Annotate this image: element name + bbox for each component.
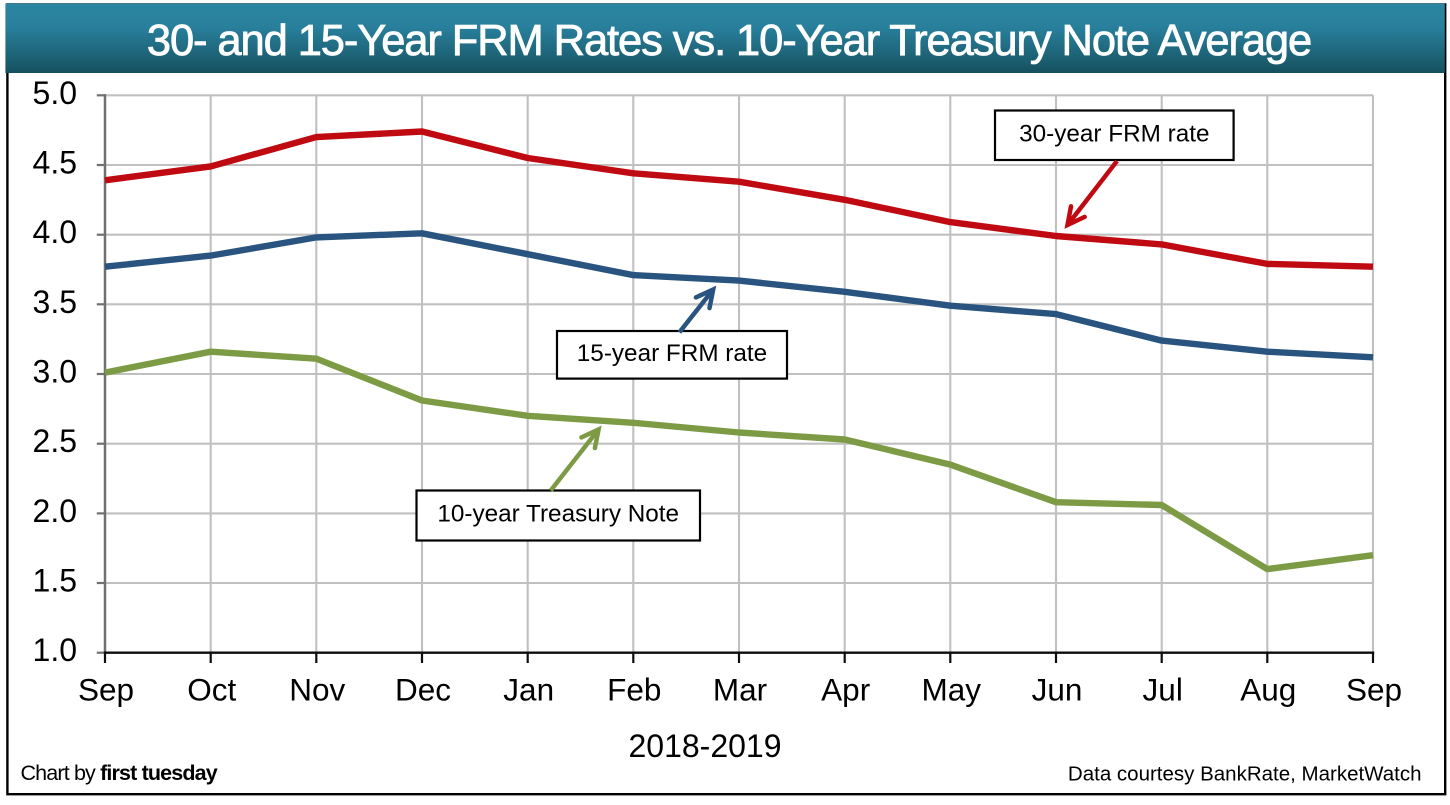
svg-text:3.5: 3.5 [33, 284, 77, 320]
svg-text:10-year Treasury Note: 10-year Treasury Note [437, 501, 679, 528]
svg-text:Apr: Apr [821, 672, 870, 708]
svg-text:30-year FRM rate: 30-year FRM rate [1019, 120, 1209, 147]
svg-text:Feb: Feb [607, 672, 661, 708]
svg-text:Jul: Jul [1143, 672, 1183, 708]
svg-text:Nov: Nov [289, 672, 345, 708]
svg-text:Oct: Oct [187, 672, 236, 708]
svg-text:30- and 15-Year FRM Rates vs.: 30- and 15-Year FRM Rates vs. 10-Year Tr… [147, 17, 1311, 65]
svg-text:3.0: 3.0 [33, 354, 77, 390]
svg-text:Chart by first tuesday: Chart by first tuesday [21, 761, 218, 785]
svg-text:Jan: Jan [503, 672, 554, 708]
svg-text:2.5: 2.5 [33, 423, 77, 459]
svg-text:4.5: 4.5 [33, 145, 77, 181]
svg-text:4.0: 4.0 [33, 214, 77, 250]
svg-text:15-year FRM rate: 15-year FRM rate [577, 340, 767, 367]
svg-text:Mar: Mar [713, 672, 767, 708]
svg-text:May: May [922, 672, 982, 708]
svg-text:Data courtesy BankRate, Market: Data courtesy BankRate, MarketWatch [1068, 763, 1422, 786]
svg-text:5.0: 5.0 [33, 75, 77, 111]
svg-text:Sep: Sep [1346, 672, 1402, 708]
svg-text:1.5: 1.5 [33, 563, 77, 599]
svg-text:2018-2019: 2018-2019 [628, 728, 781, 764]
svg-text:Dec: Dec [395, 672, 451, 708]
svg-text:Sep: Sep [78, 672, 134, 708]
svg-text:Aug: Aug [1240, 672, 1296, 708]
svg-text:Jun: Jun [1032, 672, 1083, 708]
svg-text:2.0: 2.0 [33, 493, 77, 529]
svg-text:1.0: 1.0 [33, 632, 77, 668]
